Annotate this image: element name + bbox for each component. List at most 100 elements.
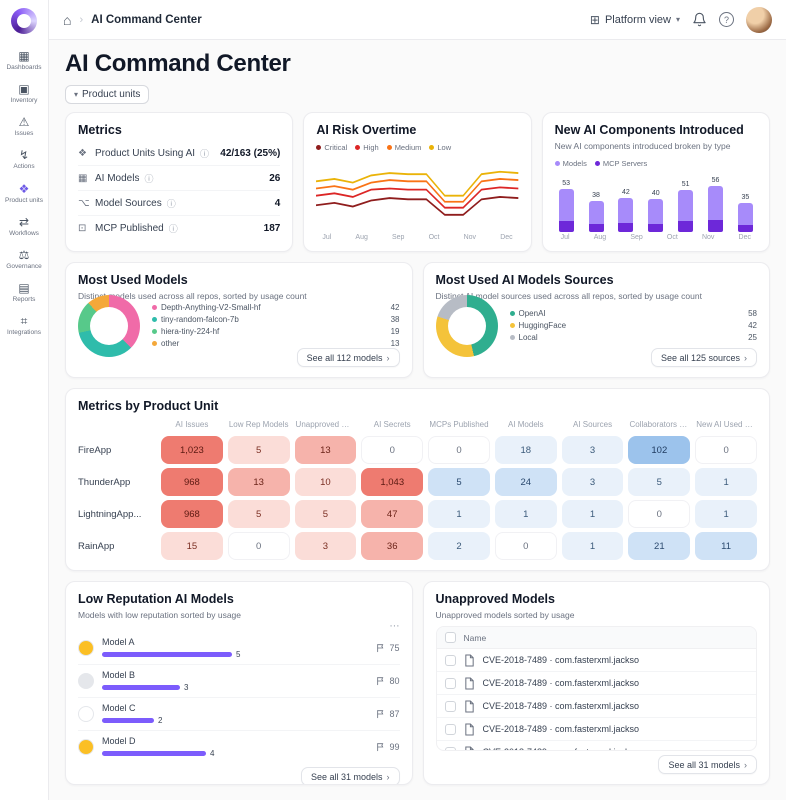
unapproved-model-row[interactable]: CVE-2018-7489 · com.fasterxml.jackso	[436, 695, 756, 718]
see-all-models-button[interactable]: See all 112 models ›	[296, 348, 400, 367]
info-icon[interactable]: ⓘ	[200, 149, 210, 160]
sidebar-item-inventory[interactable]: ▣ Inventory	[0, 77, 48, 110]
sidebar-item-governance[interactable]: ⚖ Governance	[0, 243, 48, 276]
unapproved-model-row[interactable]: CVE-2018-7489 · com.fasterxml.jackso	[436, 672, 756, 695]
low-rep-model-row[interactable]: Model C 2 87	[78, 698, 400, 731]
metric-cell[interactable]: 1	[561, 532, 624, 560]
notifications-bell-icon[interactable]	[692, 12, 707, 27]
sidebar-item-workflows[interactable]: ⇄ Workflows	[0, 210, 48, 243]
stacked-bar[interactable]	[558, 188, 574, 232]
model-avatar	[78, 739, 94, 755]
see-all-low-rep-button[interactable]: See all 31 models ›	[300, 767, 400, 784]
select-all-checkbox[interactable]	[444, 632, 456, 643]
metric-cell[interactable]: 1,023	[161, 436, 223, 464]
product-unit-name[interactable]: LightningApp...	[78, 508, 142, 520]
metric-cell[interactable]: 5	[227, 436, 290, 464]
stacked-bar[interactable]	[737, 203, 753, 232]
sidebar-item-reports[interactable]: ▤ Reports	[0, 276, 48, 309]
bar-column: 51	[678, 181, 694, 232]
row-checkbox[interactable]	[444, 723, 456, 735]
stacked-bar[interactable]	[648, 199, 664, 232]
low-rep-model-row[interactable]: Model B 3 80	[78, 665, 400, 698]
metric-cell[interactable]: 47	[361, 500, 424, 528]
app-logo[interactable]	[11, 8, 37, 34]
reports-icon: ▤	[18, 280, 30, 295]
metric-cell[interactable]: 0	[361, 436, 424, 464]
product-units-filter[interactable]: ▾ Product units	[65, 85, 150, 104]
metric-cell[interactable]: 10	[294, 468, 357, 496]
metric-cell[interactable]: 1,043	[361, 468, 424, 496]
metric-cell[interactable]: 0	[628, 500, 691, 528]
metric-cell[interactable]: 5	[294, 500, 357, 528]
metric-cell[interactable]: 2	[428, 532, 490, 560]
stacked-bar[interactable]	[678, 190, 694, 232]
product-unit-name[interactable]: FireApp	[78, 444, 112, 456]
metric-cell[interactable]: 0	[494, 532, 557, 560]
metric-cell[interactable]: 5	[428, 468, 490, 496]
kebab-menu-icon[interactable]: ⋯	[389, 621, 400, 632]
unapproved-model-row[interactable]: CVE-2018-7489 · com.fasterxml.jackso	[437, 741, 757, 750]
stacked-bar[interactable]	[618, 197, 634, 232]
metric-cell[interactable]: 1	[561, 500, 624, 528]
metric-cell[interactable]: 968	[161, 500, 223, 528]
legend-label: Models	[562, 159, 587, 168]
legend-dot-icon	[594, 161, 600, 166]
see-all-sources-button[interactable]: See all 125 sources ›	[650, 348, 757, 367]
info-icon[interactable]: ⓘ	[144, 174, 154, 185]
metric-cell[interactable]: 0	[227, 532, 290, 560]
reputation-score-value: 80	[389, 676, 400, 686]
home-icon[interactable]: ⌂	[63, 11, 72, 28]
metric-cell[interactable]: 24	[494, 468, 557, 496]
metric-cell[interactable]: 3	[561, 436, 624, 464]
metric-cell[interactable]: 1	[494, 500, 557, 528]
see-all-unapproved-button[interactable]: See all 31 models ›	[658, 755, 757, 774]
metric-cell[interactable]: 102	[628, 436, 691, 464]
metric-cell[interactable]: 21	[628, 532, 691, 560]
low-rep-model-row[interactable]: Model A 5 75	[78, 632, 400, 665]
metric-cell[interactable]: 18	[494, 436, 557, 464]
low-rep-model-row[interactable]: Model D 4 99	[78, 731, 400, 763]
row-checkbox[interactable]	[444, 700, 456, 712]
model-name: CVE-2018-7489 · com.fasterxml.jackso	[482, 655, 640, 665]
platform-view-dropdown[interactable]: ⊞ Platform view ▾	[590, 13, 680, 27]
metric-cell[interactable]: 5	[628, 468, 691, 496]
metric-cell[interactable]: 1	[695, 468, 757, 496]
metric-cell[interactable]: 13	[227, 468, 290, 496]
metric-cell[interactable]: 5	[227, 500, 290, 528]
unapproved-model-row[interactable]: CVE-2018-7489 · com.fasterxml.jackso	[436, 649, 756, 672]
product-unit-name[interactable]: ThunderApp	[78, 476, 131, 488]
stacked-bar[interactable]	[708, 186, 724, 232]
metric-cell[interactable]: 1	[695, 500, 757, 528]
info-icon[interactable]: ⓘ	[166, 199, 176, 210]
metric-cell[interactable]: 3	[294, 532, 357, 560]
sidebar-item-integrations[interactable]: ⌗ Integrations	[0, 309, 48, 342]
metric-cell[interactable]: 0	[428, 436, 490, 464]
row-checkbox[interactable]	[444, 746, 456, 750]
legend-value: 42	[748, 321, 757, 330]
sidebar-item-product-units[interactable]: ❖ Product units	[0, 177, 48, 210]
page-title: AI Command Center	[65, 50, 291, 77]
sidebar-item-dashboards[interactable]: ▦ Dashboards	[0, 44, 48, 77]
metric-cell[interactable]: 0	[695, 436, 757, 464]
row-checkbox[interactable]	[444, 677, 456, 689]
metric-cell[interactable]: 1	[428, 500, 490, 528]
sidebar-item-issues[interactable]: ⚠ Issues	[0, 110, 48, 143]
metric-cell[interactable]: 13	[294, 436, 357, 464]
product-unit-name[interactable]: RainApp	[78, 540, 115, 552]
metric-cell[interactable]: 3	[561, 468, 624, 496]
sidebar-item-label: Product units	[5, 196, 43, 204]
metric-cell[interactable]: 968	[161, 468, 223, 496]
usage-count: 5	[236, 650, 241, 659]
row-checkbox[interactable]	[444, 654, 456, 666]
model-info: Model C 2	[102, 703, 368, 725]
metric-cell[interactable]: 11	[695, 532, 757, 560]
sidebar-item-actions[interactable]: ↯ Actions	[0, 143, 48, 176]
stacked-bar[interactable]	[588, 200, 604, 232]
help-icon[interactable]: ?	[719, 12, 734, 27]
unapproved-model-row[interactable]: CVE-2018-7489 · com.fasterxml.jackso	[436, 718, 756, 741]
metric-cell[interactable]: 15	[161, 532, 223, 560]
user-avatar[interactable]	[746, 6, 772, 33]
info-icon[interactable]: ⓘ	[168, 224, 178, 235]
metric-cell[interactable]: 36	[361, 532, 424, 560]
sidebar-item-label: Issues	[14, 130, 34, 138]
